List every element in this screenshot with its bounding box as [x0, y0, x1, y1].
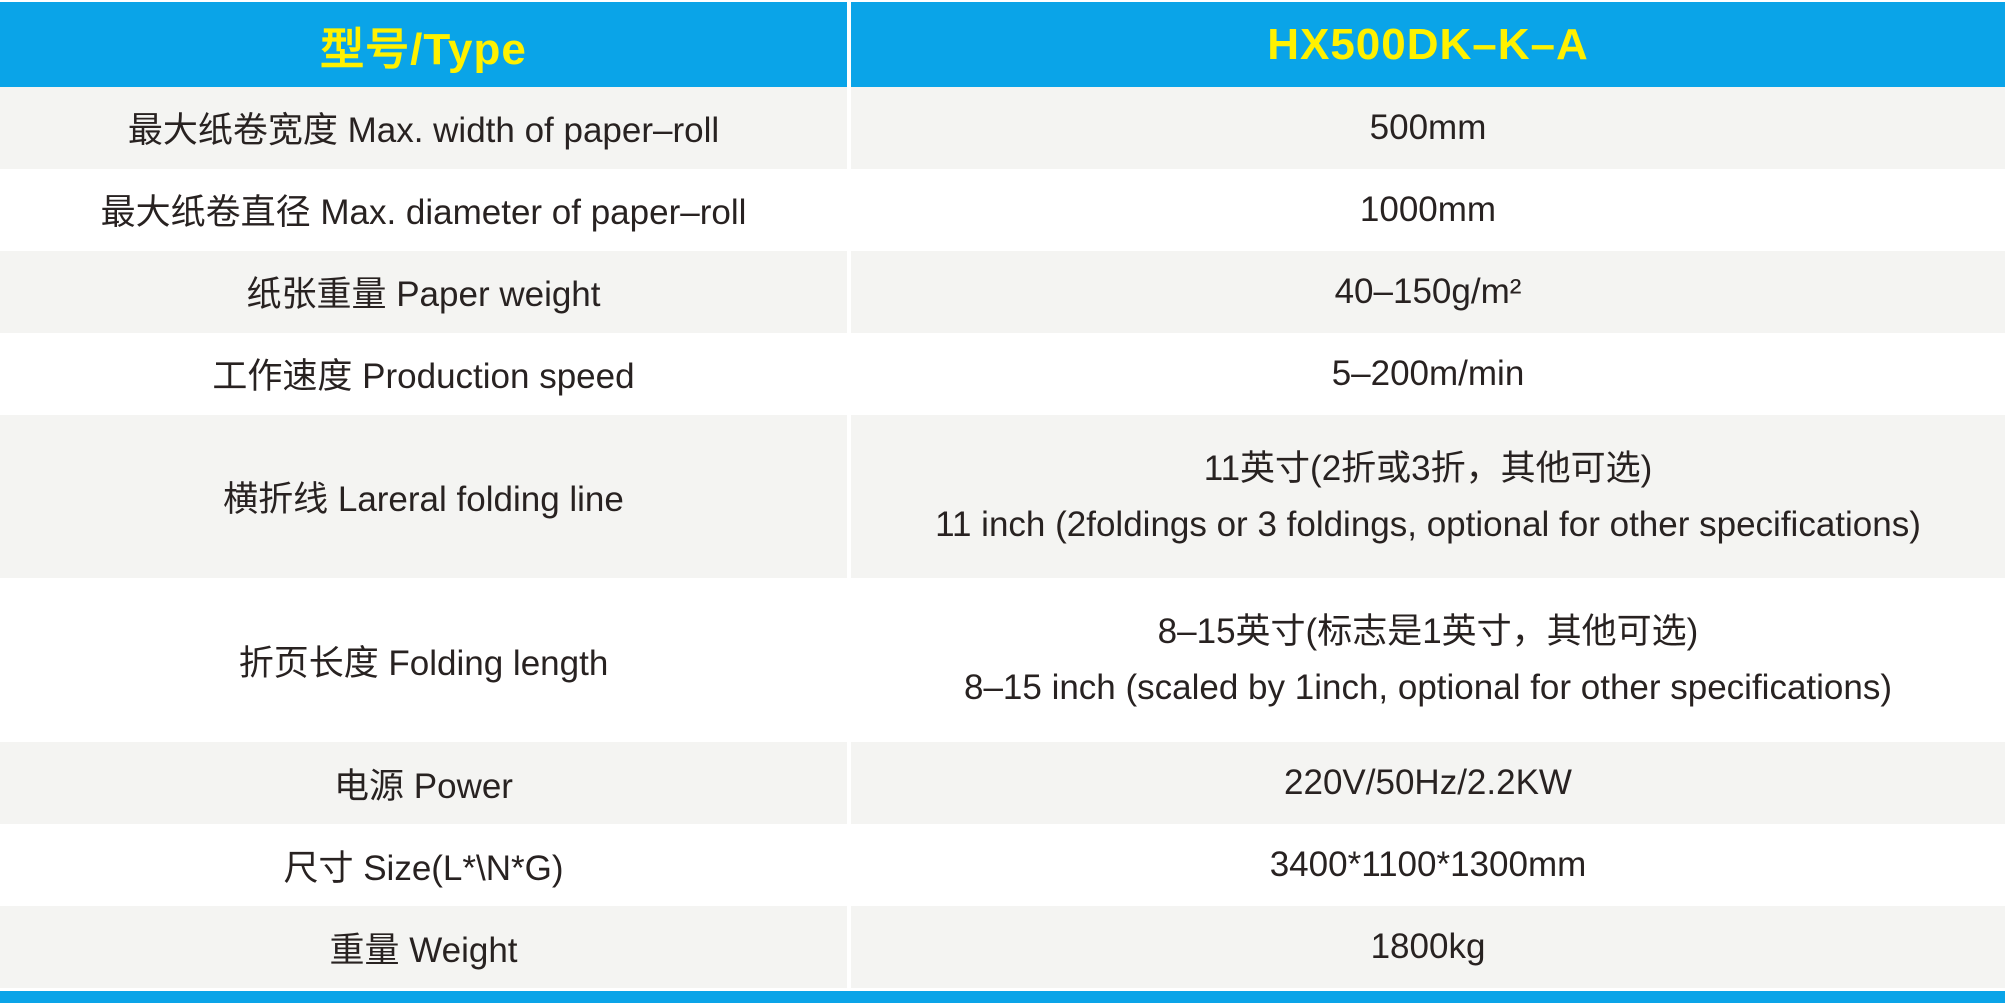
header-model-cell: HX500DK–K–A [1267, 19, 1589, 69]
spec-value-line: 500mm [1369, 107, 1487, 147]
bottom-accent-bar [0, 991, 2005, 1003]
header-type-cell: 型号/Type [0, 2, 851, 87]
spec-label: 尺寸 Size(L*\N*G) [0, 824, 851, 907]
spec-label: 最大纸卷直径 Max. diameter of paper–roll [0, 168, 851, 251]
table-header-row: 型号/Type HX500DK–K–A [0, 2, 2005, 87]
table-row: 最大纸卷直径 Max. diameter of paper–roll 1000m… [0, 168, 2005, 251]
spec-value: 8–15英寸(标志是1英寸，其他可选) 8–15 inch (scaled by … [851, 578, 2005, 742]
table-row: 尺寸 Size(L*\N*G) 3400*1100*1300mm [0, 824, 2005, 907]
spec-value-line: 3400*1100*1300mm [1269, 845, 1587, 885]
spec-value-line: 8–15 inch (scaled by 1inch, optional for… [963, 668, 1893, 708]
table-row: 横折线 Lareral folding line 11英寸(2折或3折，其他可选… [0, 414, 2005, 579]
spec-label: 电源 Power [0, 742, 851, 825]
spec-label: 最大纸卷宽度 Max. width of paper–roll [0, 87, 851, 169]
spec-value: 3400*1100*1300mm [851, 824, 2005, 906]
spec-value-line: 11 inch (2foldings or 3 foldings, option… [935, 504, 1921, 544]
spec-label: 重量 Weight [0, 906, 851, 988]
spec-value: 40–150g/m² [851, 251, 2005, 333]
spec-value: 5–200m/min [851, 333, 2005, 415]
spec-value: 220V/50Hz/2.2KW [851, 742, 2005, 824]
spec-value: 500mm [851, 87, 2005, 169]
spec-value: 1800kg [851, 906, 2005, 988]
spec-value-line: 5–200m/min [1331, 353, 1525, 393]
table-row: 工作速度 Production speed 5–200m/min [0, 332, 2005, 415]
spec-label: 折页长度 Folding length [0, 578, 851, 743]
table-row: 重量 Weight 1800kg [0, 906, 2005, 988]
spec-label: 纸张重量 Paper weight [0, 250, 851, 333]
spec-value-line: 1000mm [1359, 189, 1497, 229]
spec-value: 1000mm [851, 169, 2005, 251]
spec-value-line: 11英寸(2折或3折，其他可选) [1203, 448, 1653, 488]
spec-value-line: 8–15英寸(标志是1英寸，其他可选) [1157, 612, 1699, 652]
spec-label: 工作速度 Production speed [0, 332, 851, 415]
spec-value-line: 1800kg [1370, 927, 1486, 967]
table-row: 最大纸卷宽度 Max. width of paper–roll 500mm [0, 87, 2005, 169]
spec-rows-container: 最大纸卷宽度 Max. width of paper–roll 500mm 最大… [0, 87, 2005, 988]
table-row: 折页长度 Folding length 8–15英寸(标志是1英寸，其他可选) 8… [0, 578, 2005, 743]
spec-value-line: 220V/50Hz/2.2KW [1284, 763, 1572, 803]
table-row: 纸张重量 Paper weight 40–150g/m² [0, 250, 2005, 333]
spec-value: 11英寸(2折或3折，其他可选) 11 inch (2foldings or 3 … [851, 415, 2005, 579]
bottom-gap-divider [0, 988, 2005, 991]
spec-label: 横折线 Lareral folding line [0, 414, 851, 579]
spec-value-line: 40–150g/m² [1334, 271, 1522, 311]
table-row: 电源 Power 220V/50Hz/2.2KW [0, 742, 2005, 825]
